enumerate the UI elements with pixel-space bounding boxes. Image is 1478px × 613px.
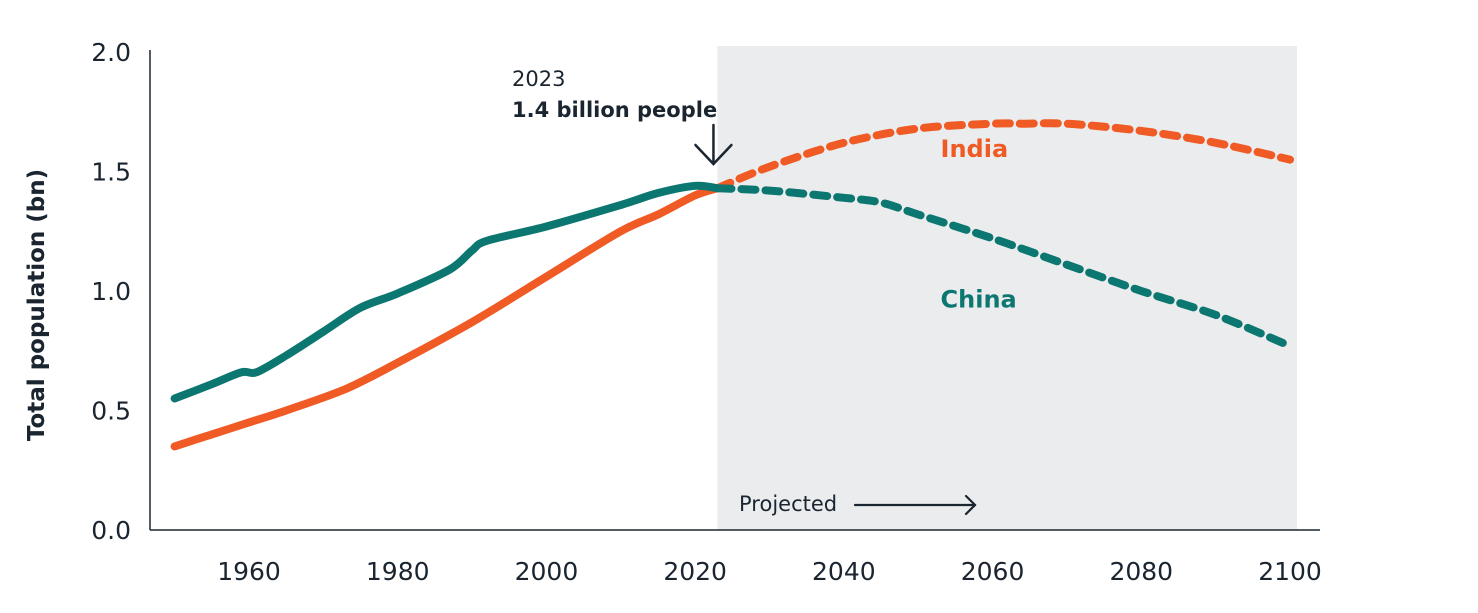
x-tick-label: 2080 xyxy=(1109,557,1173,586)
x-tick-label: 2020 xyxy=(663,557,727,586)
annotation-year: 2023 xyxy=(512,67,565,91)
x-tick-label: 1980 xyxy=(366,557,430,586)
china-historical-line xyxy=(170,181,722,403)
india-projected-line xyxy=(713,119,1294,193)
projected-label: Projected xyxy=(739,492,837,516)
y-tick-label: 0.5 xyxy=(91,397,131,426)
india-historical-line xyxy=(170,184,722,451)
annotation-value: 1.4 billion people xyxy=(512,98,717,122)
y-axis-title: Total population (bn) xyxy=(24,169,50,441)
india-series-label: India xyxy=(941,135,1009,163)
series-group: India China xyxy=(170,119,1294,451)
x-tick-label: 2040 xyxy=(812,557,876,586)
china-series-label: China xyxy=(941,286,1017,314)
down-arrow-icon xyxy=(694,123,733,166)
y-tick-label: 2.0 xyxy=(91,38,131,67)
x-tick-label: 1960 xyxy=(217,557,281,586)
right-arrow-icon xyxy=(853,494,977,516)
china-projected-line xyxy=(713,184,1294,350)
x-axis-ticks: 1960 1980 2000 2020 2040 2060 2080 2100 xyxy=(217,557,1322,586)
y-tick-label: 1.5 xyxy=(91,158,131,187)
x-tick-label: 2000 xyxy=(515,557,579,586)
y-tick-label: 1.0 xyxy=(91,277,131,306)
y-axis-ticks: 0.0 0.5 1.0 1.5 2.0 xyxy=(91,38,131,545)
x-tick-label: 2060 xyxy=(961,557,1025,586)
x-tick-label: 2100 xyxy=(1258,557,1322,586)
y-tick-label: 0.0 xyxy=(91,516,131,545)
